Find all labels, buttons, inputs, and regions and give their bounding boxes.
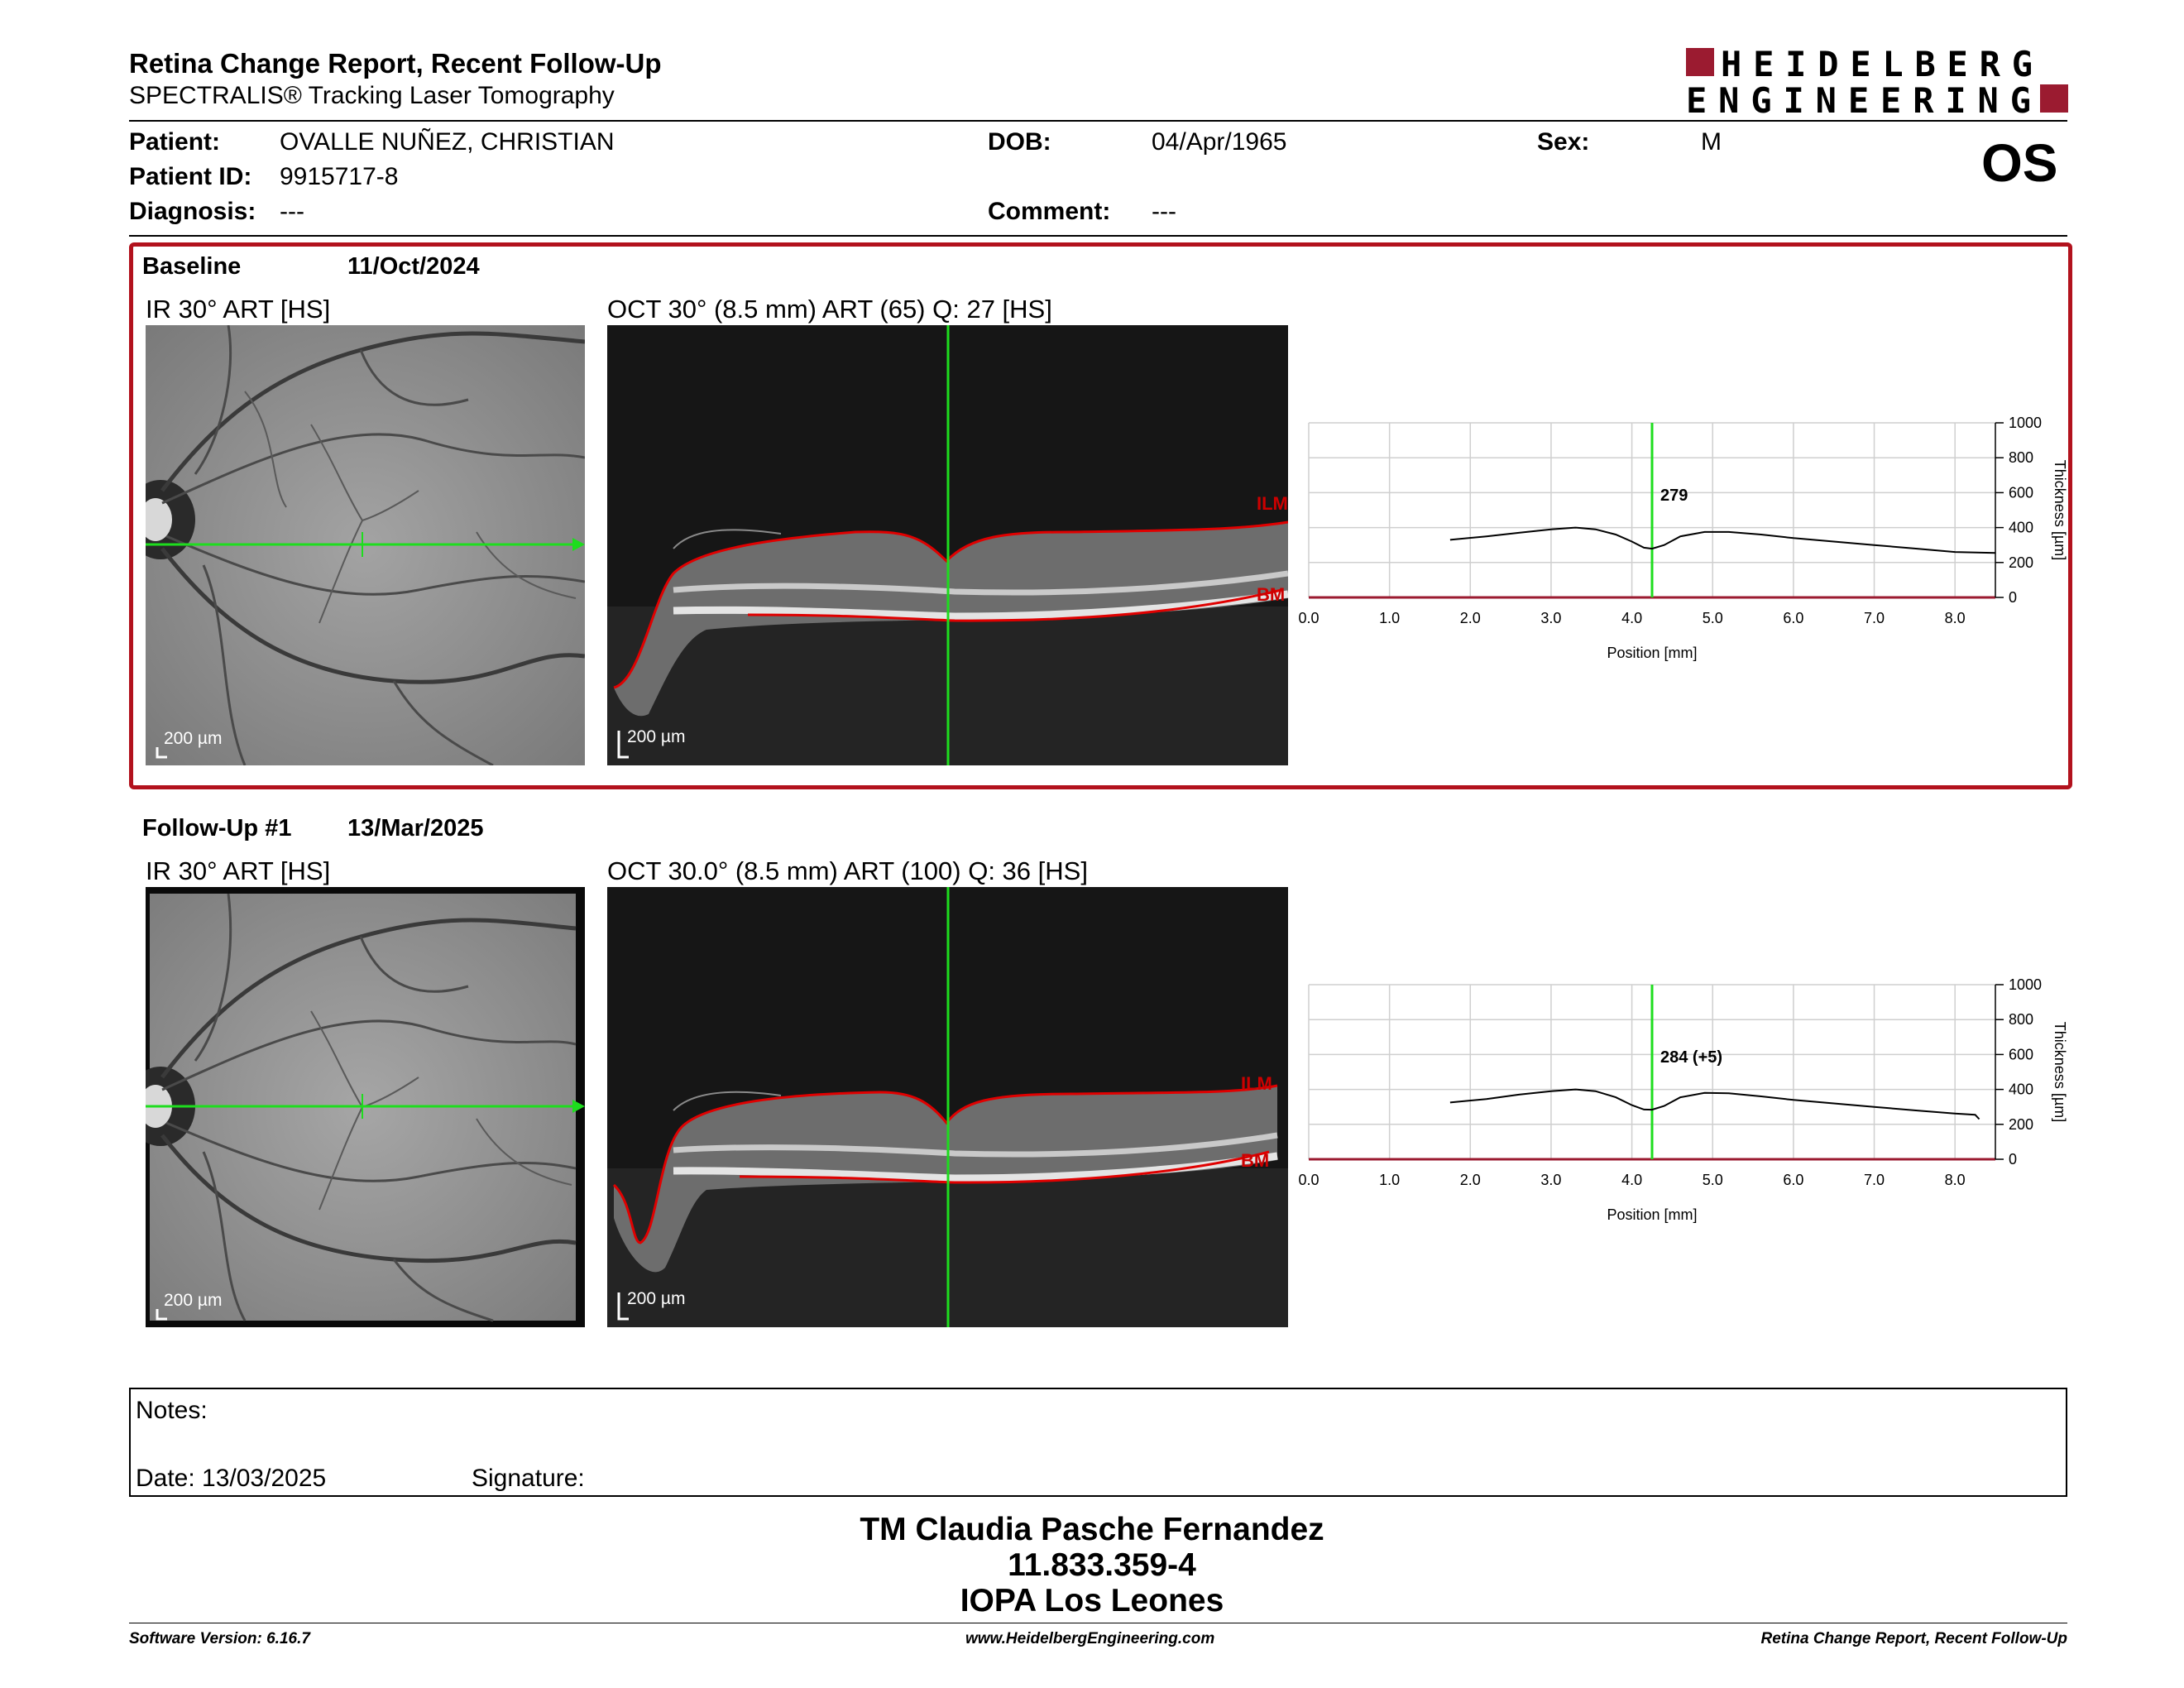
y-tick-label: 400 xyxy=(2009,1081,2033,1098)
x-axis-label: Position [mm] xyxy=(1607,1206,1697,1223)
x-tick-label: 5.0 xyxy=(1703,1172,1723,1188)
y-tick-label: 800 xyxy=(2009,449,2033,466)
baseline-ir-scale: 200 µm xyxy=(164,729,223,748)
svg-text:ENGINEERING: ENGINEERING xyxy=(1686,80,2033,116)
y-tick-label: 200 xyxy=(2009,1116,2033,1133)
y-tick-label: 1000 xyxy=(2009,415,2042,431)
y-tick-label: 0 xyxy=(2009,1151,2017,1168)
eye-label: OS xyxy=(1981,133,2058,193)
baseline-oct-scale: 200 µm xyxy=(627,727,686,746)
followup-ir-image: 200 µm xyxy=(146,887,585,1327)
x-tick-label: 0.0 xyxy=(1299,1172,1320,1188)
followup-ir-scale: 200 µm xyxy=(164,1291,223,1310)
x-tick-label: 0.0 xyxy=(1299,610,1320,626)
x-tick-label: 5.0 xyxy=(1703,610,1723,626)
heidelberg-logo: HEIDELBERG ENGINEERING xyxy=(1686,45,2068,116)
y-axis-label: Thickness [µm] xyxy=(2052,460,2068,560)
baseline-label: Baseline xyxy=(142,253,242,280)
baseline-bm-label: BM xyxy=(1257,584,1286,605)
footer-website[interactable]: www.HeidelbergEngineering.com xyxy=(965,1630,1215,1647)
notes-date: Date: 13/03/2025 xyxy=(136,1465,327,1492)
y-tick-label: 0 xyxy=(2009,589,2017,606)
baseline-thickness-chart: 0.0 1.0 2.0 3.0 4.0 5.0 6.0 7.0 8.0 0 200 400 600 800… xyxy=(1299,415,2068,661)
svg-text:HEIDELBERG: HEIDELBERG xyxy=(1721,45,2035,84)
thickness-line xyxy=(1449,1088,1980,1120)
baseline-oct-title: OCT 30° (8.5 mm) ART (65) Q: 27 [HS] xyxy=(607,295,1052,324)
x-tick-label: 8.0 xyxy=(1945,1172,1966,1188)
followup-bm-label: BM xyxy=(1241,1150,1270,1171)
report-title: Retina Change Report, Recent Follow-Up xyxy=(129,48,662,79)
cursor-thickness-label: 284 (+5) xyxy=(1660,1048,1722,1067)
x-tick-label: 6.0 xyxy=(1783,1172,1803,1188)
comment-value: --- xyxy=(1152,198,1176,225)
thickness-line xyxy=(1449,526,1996,554)
x-tick-label: 6.0 xyxy=(1783,610,1803,626)
y-tick-label: 200 xyxy=(2009,554,2033,571)
x-axis-label: Position [mm] xyxy=(1607,645,1697,661)
followup-label: Follow-Up #1 xyxy=(142,815,292,842)
x-tick-label: 1.0 xyxy=(1379,1172,1400,1188)
patient-id: 9915717-8 xyxy=(280,163,399,190)
baseline-ir-title: IR 30° ART [HS] xyxy=(146,295,331,324)
report-subtitle: SPECTRALIS® Tracking Laser Tomography xyxy=(129,82,615,109)
followup-oct-scale: 200 µm xyxy=(627,1289,686,1308)
footer-version: Software Version: 6.16.7 xyxy=(129,1630,310,1647)
sex-value: M xyxy=(1701,128,1722,156)
followup-ir-title: IR 30° ART [HS] xyxy=(146,856,331,885)
x-tick-label: 1.0 xyxy=(1379,610,1400,626)
notes-box xyxy=(129,1388,2067,1497)
x-tick-label: 4.0 xyxy=(1621,610,1642,626)
followup-thickness-chart: 0.0 1.0 2.0 3.0 4.0 5.0 6.0 7.0 8.0 0 200 400 600 800… xyxy=(1299,976,2068,1223)
footer-report-name: Retina Change Report, Recent Follow-Up xyxy=(1760,1630,2067,1647)
baseline-ir-image: 200 µm xyxy=(146,325,585,765)
baseline-date: 11/Oct/2024 xyxy=(347,253,480,280)
notes-label: Notes: xyxy=(136,1397,208,1424)
comment-label: Comment: xyxy=(988,198,1111,225)
y-tick-label: 600 xyxy=(2009,484,2033,501)
patient-name: OVALLE NUÑEZ, CHRISTIAN xyxy=(280,128,615,156)
patient-id-label: Patient ID: xyxy=(129,163,252,190)
signer-id: 11.833.359-4 xyxy=(1008,1547,1196,1583)
x-tick-label: 3.0 xyxy=(1540,610,1561,626)
followup-date: 13/Mar/2025 xyxy=(347,815,484,842)
diagnosis-value: --- xyxy=(280,198,304,225)
diagnosis-label: Diagnosis: xyxy=(129,198,256,225)
y-tick-label: 600 xyxy=(2009,1046,2033,1062)
x-tick-label: 2.0 xyxy=(1460,610,1481,626)
x-tick-label: 7.0 xyxy=(1864,1172,1885,1188)
dob-value: 04/Apr/1965 xyxy=(1152,128,1287,156)
cursor-thickness-label: 279 xyxy=(1660,487,1688,505)
y-tick-label: 1000 xyxy=(2009,976,2042,993)
y-tick-label: 800 xyxy=(2009,1011,2033,1028)
baseline-oct-image: ILM BM 200 µm xyxy=(607,325,1288,765)
x-tick-label: 7.0 xyxy=(1864,610,1885,626)
signature-label: Signature: xyxy=(472,1465,585,1492)
patient-label: Patient: xyxy=(129,128,221,156)
x-tick-label: 4.0 xyxy=(1621,1172,1642,1188)
header-rule xyxy=(129,120,2067,122)
followup-oct-image: ILM BM 200 µm xyxy=(607,887,1288,1327)
patient-rule xyxy=(129,235,2067,237)
y-axis-label: Thickness [µm] xyxy=(2052,1022,2068,1122)
signer-name: TM Claudia Pasche Fernandez xyxy=(860,1512,1324,1547)
baseline-ilm-label: ILM xyxy=(1257,493,1288,514)
sex-label: Sex: xyxy=(1537,128,1590,156)
x-tick-label: 3.0 xyxy=(1540,1172,1561,1188)
followup-ilm-label: ILM xyxy=(1241,1073,1272,1094)
x-tick-label: 8.0 xyxy=(1945,610,1966,626)
y-tick-label: 400 xyxy=(2009,520,2033,536)
followup-oct-title: OCT 30.0° (8.5 mm) ART (100) Q: 36 [HS] xyxy=(607,856,1088,885)
dob-label: DOB: xyxy=(988,128,1051,156)
x-tick-label: 2.0 xyxy=(1460,1172,1481,1188)
signer-place: IOPA Los Leones xyxy=(960,1583,1224,1618)
baseline-panel xyxy=(129,242,2072,789)
